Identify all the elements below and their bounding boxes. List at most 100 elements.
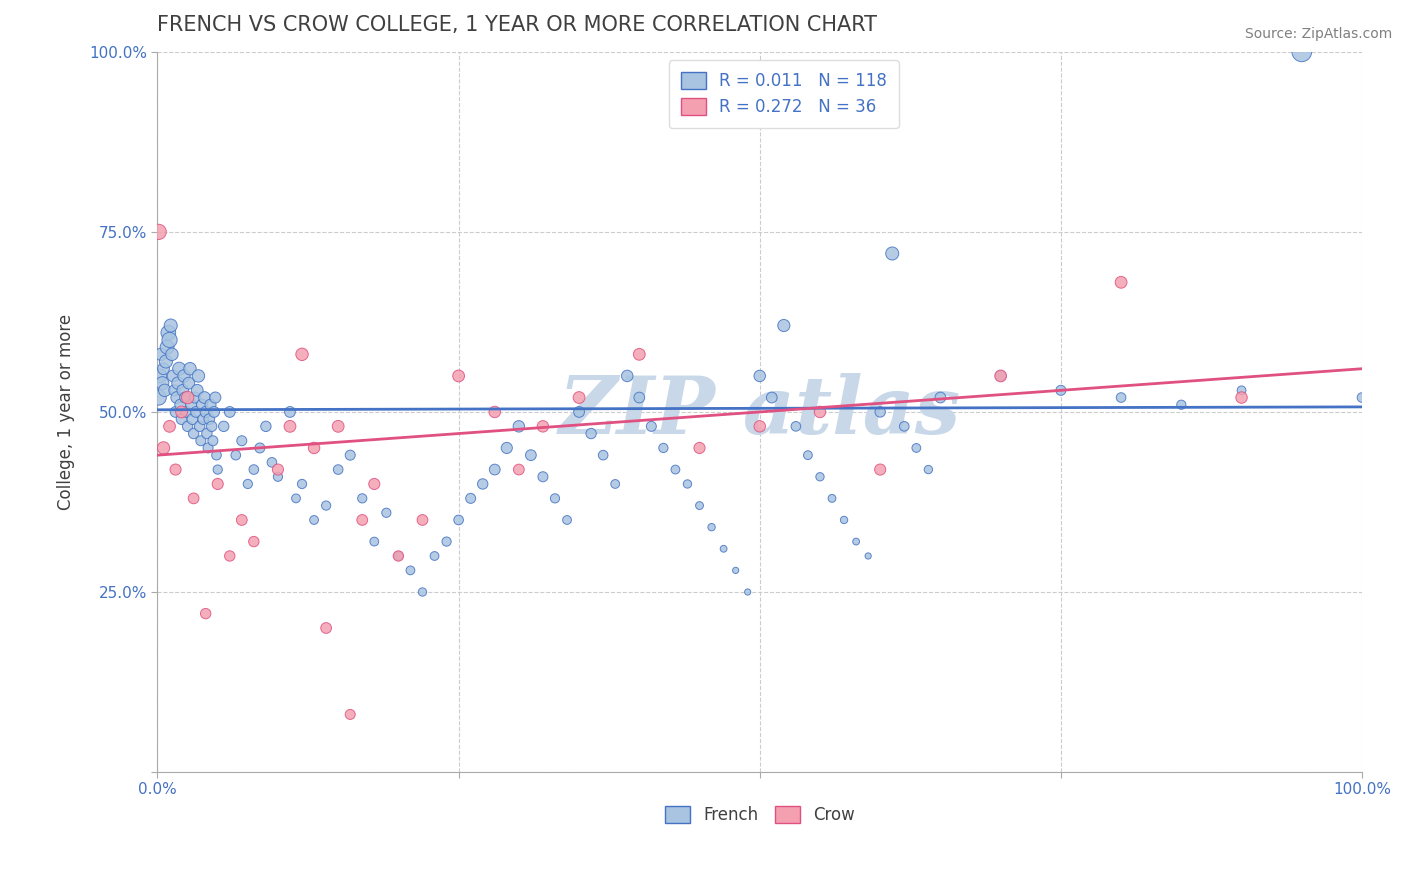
Point [352,491,374,506]
Point [193,412,215,426]
Point [150,376,173,391]
Point [315,621,337,635]
Point [176,391,198,405]
Point [186,384,208,398]
Point [170,405,193,419]
Point [724,563,747,577]
Point [153,384,176,398]
Text: ZIP atlas: ZIP atlas [558,373,960,450]
Point [188,419,211,434]
Point [183,491,205,506]
Point [204,391,226,405]
Point [411,513,433,527]
Point [808,469,831,483]
Point [162,368,184,383]
Point [447,513,470,527]
Point [165,405,187,419]
Point [194,607,217,621]
Point [159,333,181,347]
Point [676,477,699,491]
Point [869,405,891,419]
Point [1109,391,1132,405]
Point [689,499,711,513]
Point [1109,275,1132,289]
Point [181,412,204,426]
Point [640,419,662,434]
Point [339,707,361,722]
Point [165,462,187,476]
Point [772,318,794,333]
Point [197,441,219,455]
Point [748,368,770,383]
Point [737,585,759,599]
Point [236,477,259,491]
Point [167,361,190,376]
Point [471,477,494,491]
Point [231,513,253,527]
Point [173,368,195,383]
Point [160,347,183,361]
Point [1351,391,1374,405]
Point [212,419,235,434]
Point [191,398,214,412]
Point [1291,45,1313,59]
Point [555,513,578,527]
Point [785,419,807,434]
Point [176,405,198,419]
Point [202,405,225,419]
Point [194,405,217,419]
Point [218,549,240,563]
Point [447,368,470,383]
Point [628,347,651,361]
Text: FRENCH VS CROW COLLEGE, 1 YEAR OR MORE CORRELATION CHART: FRENCH VS CROW COLLEGE, 1 YEAR OR MORE C… [157,15,877,35]
Point [748,419,770,434]
Point [1170,398,1192,412]
Point [929,391,952,405]
Point [484,462,506,476]
Point [1050,384,1073,398]
Point [157,326,180,340]
Point [184,405,207,419]
Point [700,520,723,534]
Point [375,506,398,520]
Point [387,549,409,563]
Point [808,405,831,419]
Point [339,448,361,462]
Point [761,391,783,405]
Point [184,391,207,405]
Point [169,398,191,412]
Point [148,225,170,239]
Point [352,513,374,527]
Point [508,462,530,476]
Point [159,318,181,333]
Point [267,469,290,483]
Point [167,376,190,391]
Point [531,419,554,434]
Point [387,549,409,563]
Point [363,534,385,549]
Point [460,491,482,506]
Point [159,419,181,434]
Point [201,419,224,434]
Point [508,419,530,434]
Text: Source: ZipAtlas.com: Source: ZipAtlas.com [1244,27,1392,41]
Point [205,448,228,462]
Point [531,469,554,483]
Point [231,434,253,448]
Point [520,448,543,462]
Point [568,391,591,405]
Point [148,391,170,405]
Point [821,491,844,506]
Point [150,347,173,361]
Point [302,441,325,455]
Point [689,441,711,455]
Point [207,477,229,491]
Point [278,405,301,419]
Point [411,585,433,599]
Point [856,549,879,563]
Point [225,448,247,462]
Point [664,462,686,476]
Point [797,448,820,462]
Point [579,426,602,441]
Point [399,563,422,577]
